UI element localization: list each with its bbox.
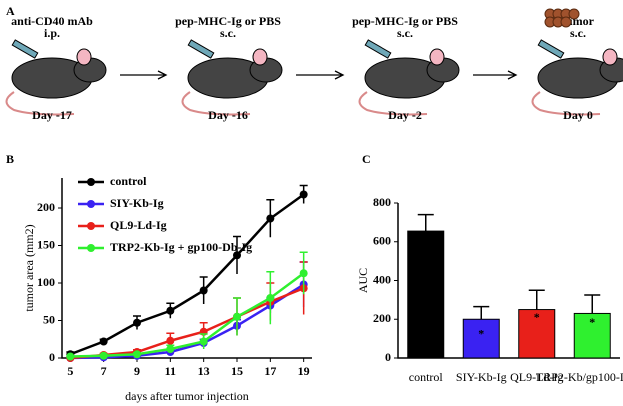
step-label: pep-MHC-Ig or PBS [175,14,281,28]
syringe [364,39,392,59]
x-tick-label: control [409,370,444,384]
point [99,351,108,360]
x-tick-label: 17 [264,364,276,378]
point [199,286,208,295]
point [166,345,175,353]
series-line [69,193,305,356]
point [266,214,275,223]
point [133,318,141,327]
charts: 0 50 100 150 200 5 7 9 11 13 15 17 19 days after tumo… [22,174,623,403]
syringe [187,39,215,59]
y-axis-label: tumor area (mm2) [22,224,36,311]
y-tick-label: 0 [385,350,391,364]
y-tick-label: 600 [373,234,391,248]
mouse-ear [602,48,618,66]
step-day: Day -16 [208,108,248,122]
step-route: s.c. [397,26,413,40]
point [233,251,241,260]
tumor-cell [568,8,580,20]
x-tick-label: 15 [231,364,243,378]
step-route: s.c. [570,26,586,40]
point [166,306,175,315]
step-day: Day -17 [32,108,72,122]
y-tick-label: 800 [373,195,391,209]
x-tick-label: 7 [101,364,107,378]
series-line [70,272,305,358]
y-tick-label: 50 [43,312,55,326]
error-bar [417,213,434,232]
bar [518,309,556,359]
point [199,337,208,346]
mouse-tail [358,91,428,116]
step-route: i.p. [44,26,60,40]
series-line [70,283,305,360]
x-tick-label: 13 [198,364,210,378]
y-tick-label: 100 [37,275,55,289]
x-tick-label: 11 [165,364,176,378]
point [99,337,108,346]
mouse-tail [531,91,601,116]
legend-marker [87,222,95,230]
error-bar [528,289,545,310]
syringe [11,39,39,59]
y-tick-label: 400 [373,272,391,286]
step-day: Day 0 [563,108,593,122]
legend-marker [87,200,95,208]
x-tick-label: QL9-Ld-Ig [510,370,563,384]
point [299,190,308,199]
syringe [537,39,565,59]
panel-letter: C [362,152,371,166]
legend-marker [87,178,95,186]
significance: * [534,310,540,324]
mouse-ear [252,48,268,66]
y-axis-label: AUC [356,268,370,293]
significance: * [478,326,484,340]
bar [407,230,445,359]
arrow [473,70,518,80]
y-tick-label: 0 [49,350,55,364]
mouse-ear [76,48,92,66]
panel-letter: B [6,152,14,166]
x-tick-label: SIY-Kb-Ig [456,370,507,384]
error-bar [473,305,490,320]
x-axis-label: days after tumor injection [125,389,249,403]
point [299,269,308,278]
error-bar [584,294,601,314]
point [166,336,175,345]
legend-label: control [110,174,147,188]
step-label: anti-CD40 mAb [11,14,93,28]
bar [573,312,611,359]
point [233,312,241,321]
x-tick-label: 9 [134,364,140,378]
y-tick-label: 150 [37,237,55,251]
legend-marker [87,244,95,252]
step-day: Day -2 [388,108,422,122]
significance: * [589,315,595,329]
tumor-cell [560,16,572,28]
mouse-tail [181,91,251,116]
point [133,350,141,359]
bar [462,318,500,359]
step-label: pep-MHC-Ig or PBS [352,14,458,28]
y-tick-label: 200 [373,311,391,325]
panel-letter: A [6,4,15,18]
step-route: s.c. [220,26,236,40]
arrow [120,70,168,80]
arrow [296,70,345,80]
legend-label: QL9-Ld-Ig [110,218,167,232]
point [66,352,75,361]
x-tick-label: TRP2-Kb/gp100-Db-Ig [536,370,623,384]
x-tick-label: 19 [298,364,310,378]
mouse-ear [429,48,445,66]
y-tick-label: 200 [37,200,55,214]
x-tick-label: 5 [67,364,73,378]
legend-label: TRP2-Kb-Ig + gp100-Db-Ig [110,240,252,254]
mouse-tail [5,91,75,116]
point [266,294,275,302]
legend-label: SIY-Kb-Ig [110,196,164,210]
